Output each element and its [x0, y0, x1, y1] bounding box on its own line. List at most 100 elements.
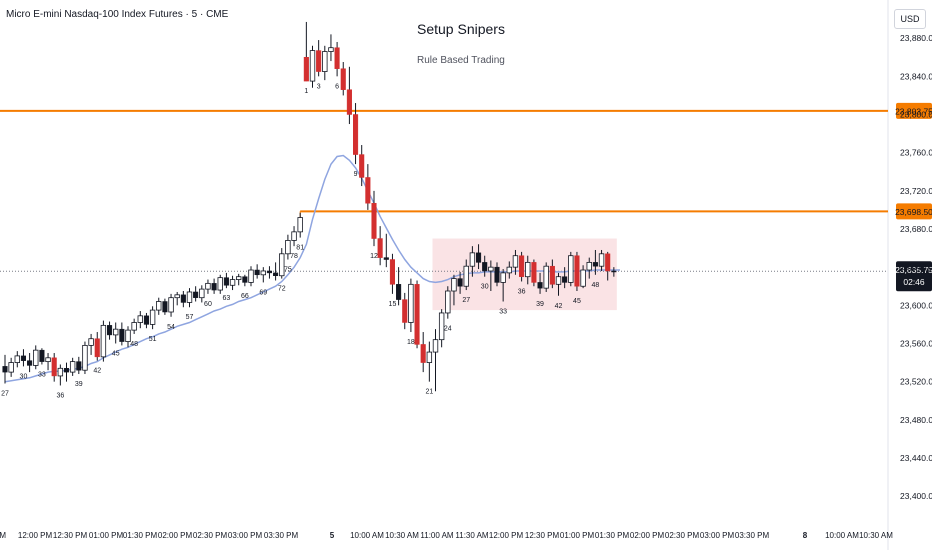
candle[interactable] [359, 145, 365, 187]
candle[interactable] [186, 288, 193, 308]
candle[interactable] [180, 291, 186, 308]
candle[interactable] [27, 353, 33, 373]
candle[interactable] [137, 311, 143, 329]
candle[interactable] [512, 249, 519, 275]
candle[interactable] [316, 40, 322, 77]
candle[interactable] [156, 297, 162, 315]
candle[interactable] [125, 326, 131, 348]
candle[interactable] [199, 285, 205, 303]
candle[interactable] [113, 322, 119, 344]
candle[interactable] [94, 332, 100, 361]
candle[interactable] [500, 269, 506, 302]
candle[interactable] [162, 298, 168, 315]
candle[interactable] [174, 291, 180, 306]
candle[interactable] [438, 309, 445, 348]
candle[interactable] [57, 364, 64, 386]
candle[interactable] [33, 345, 39, 370]
candle[interactable] [586, 257, 592, 279]
candle[interactable] [414, 280, 420, 349]
candle[interactable] [248, 266, 254, 287]
candle[interactable] [420, 332, 426, 373]
candle[interactable] [611, 267, 617, 277]
candle[interactable] [469, 246, 476, 277]
candle[interactable] [408, 278, 414, 333]
candle[interactable] [568, 251, 574, 287]
candle[interactable] [383, 233, 389, 268]
candle[interactable] [506, 261, 512, 279]
candle[interactable] [260, 267, 266, 283]
candle[interactable] [346, 66, 352, 125]
candle[interactable] [562, 267, 568, 289]
candle[interactable] [574, 251, 580, 292]
candle[interactable] [537, 272, 543, 294]
candle[interactable] [119, 322, 125, 346]
candle[interactable] [494, 262, 500, 287]
candle[interactable] [2, 354, 8, 384]
candle[interactable] [463, 259, 469, 291]
candle[interactable] [525, 255, 531, 285]
candle[interactable] [279, 248, 285, 279]
candle[interactable] [285, 234, 291, 260]
candle[interactable] [322, 45, 328, 81]
candle[interactable] [488, 260, 494, 292]
candle[interactable] [432, 329, 439, 392]
candle[interactable] [303, 21, 309, 82]
candle[interactable] [76, 356, 82, 375]
candle[interactable] [100, 320, 107, 362]
candle[interactable] [217, 274, 223, 294]
candle[interactable] [8, 357, 14, 377]
candle[interactable] [549, 259, 555, 289]
candle[interactable] [598, 249, 605, 271]
candle[interactable] [205, 279, 211, 294]
candle[interactable] [389, 253, 395, 294]
candle[interactable] [297, 212, 303, 238]
candle[interactable] [555, 272, 562, 296]
candle[interactable] [143, 312, 149, 329]
candle[interactable] [396, 267, 402, 306]
candle[interactable] [20, 349, 26, 367]
candle[interactable] [131, 318, 137, 334]
candle[interactable] [531, 259, 537, 287]
candle[interactable] [39, 348, 45, 365]
candle[interactable] [605, 251, 611, 281]
candle[interactable] [51, 353, 57, 382]
candle[interactable] [254, 264, 260, 279]
candle[interactable] [365, 164, 371, 210]
candle[interactable] [14, 351, 20, 368]
candle[interactable] [377, 226, 383, 266]
candle[interactable] [328, 34, 334, 62]
candle[interactable] [168, 293, 174, 317]
candle[interactable] [445, 286, 451, 319]
candle[interactable] [223, 272, 229, 289]
candle[interactable] [229, 275, 236, 291]
currency-button[interactable]: USD [894, 9, 926, 29]
candle[interactable] [291, 226, 297, 247]
candle[interactable] [334, 41, 340, 77]
candle[interactable] [457, 271, 463, 294]
candle[interactable] [476, 244, 482, 270]
candle[interactable] [88, 333, 94, 355]
candle[interactable] [592, 249, 598, 275]
candle[interactable] [402, 292, 408, 330]
candle[interactable] [273, 262, 279, 281]
candle[interactable] [242, 274, 248, 287]
candle[interactable] [426, 341, 433, 382]
candle[interactable] [482, 255, 488, 277]
candle[interactable] [580, 265, 586, 289]
candle[interactable] [45, 353, 51, 371]
candle[interactable] [82, 341, 88, 375]
candle[interactable] [107, 321, 113, 340]
candle[interactable] [371, 190, 377, 247]
candle[interactable] [193, 286, 199, 302]
candle[interactable] [69, 357, 76, 376]
candle[interactable] [519, 251, 525, 282]
candle[interactable] [266, 266, 272, 279]
candle[interactable] [309, 45, 316, 88]
candle[interactable] [211, 278, 217, 294]
candle[interactable] [149, 306, 156, 330]
candle[interactable] [235, 273, 242, 286]
candle[interactable] [340, 62, 346, 96]
candle[interactable] [543, 262, 549, 292]
candle[interactable] [63, 362, 70, 382]
